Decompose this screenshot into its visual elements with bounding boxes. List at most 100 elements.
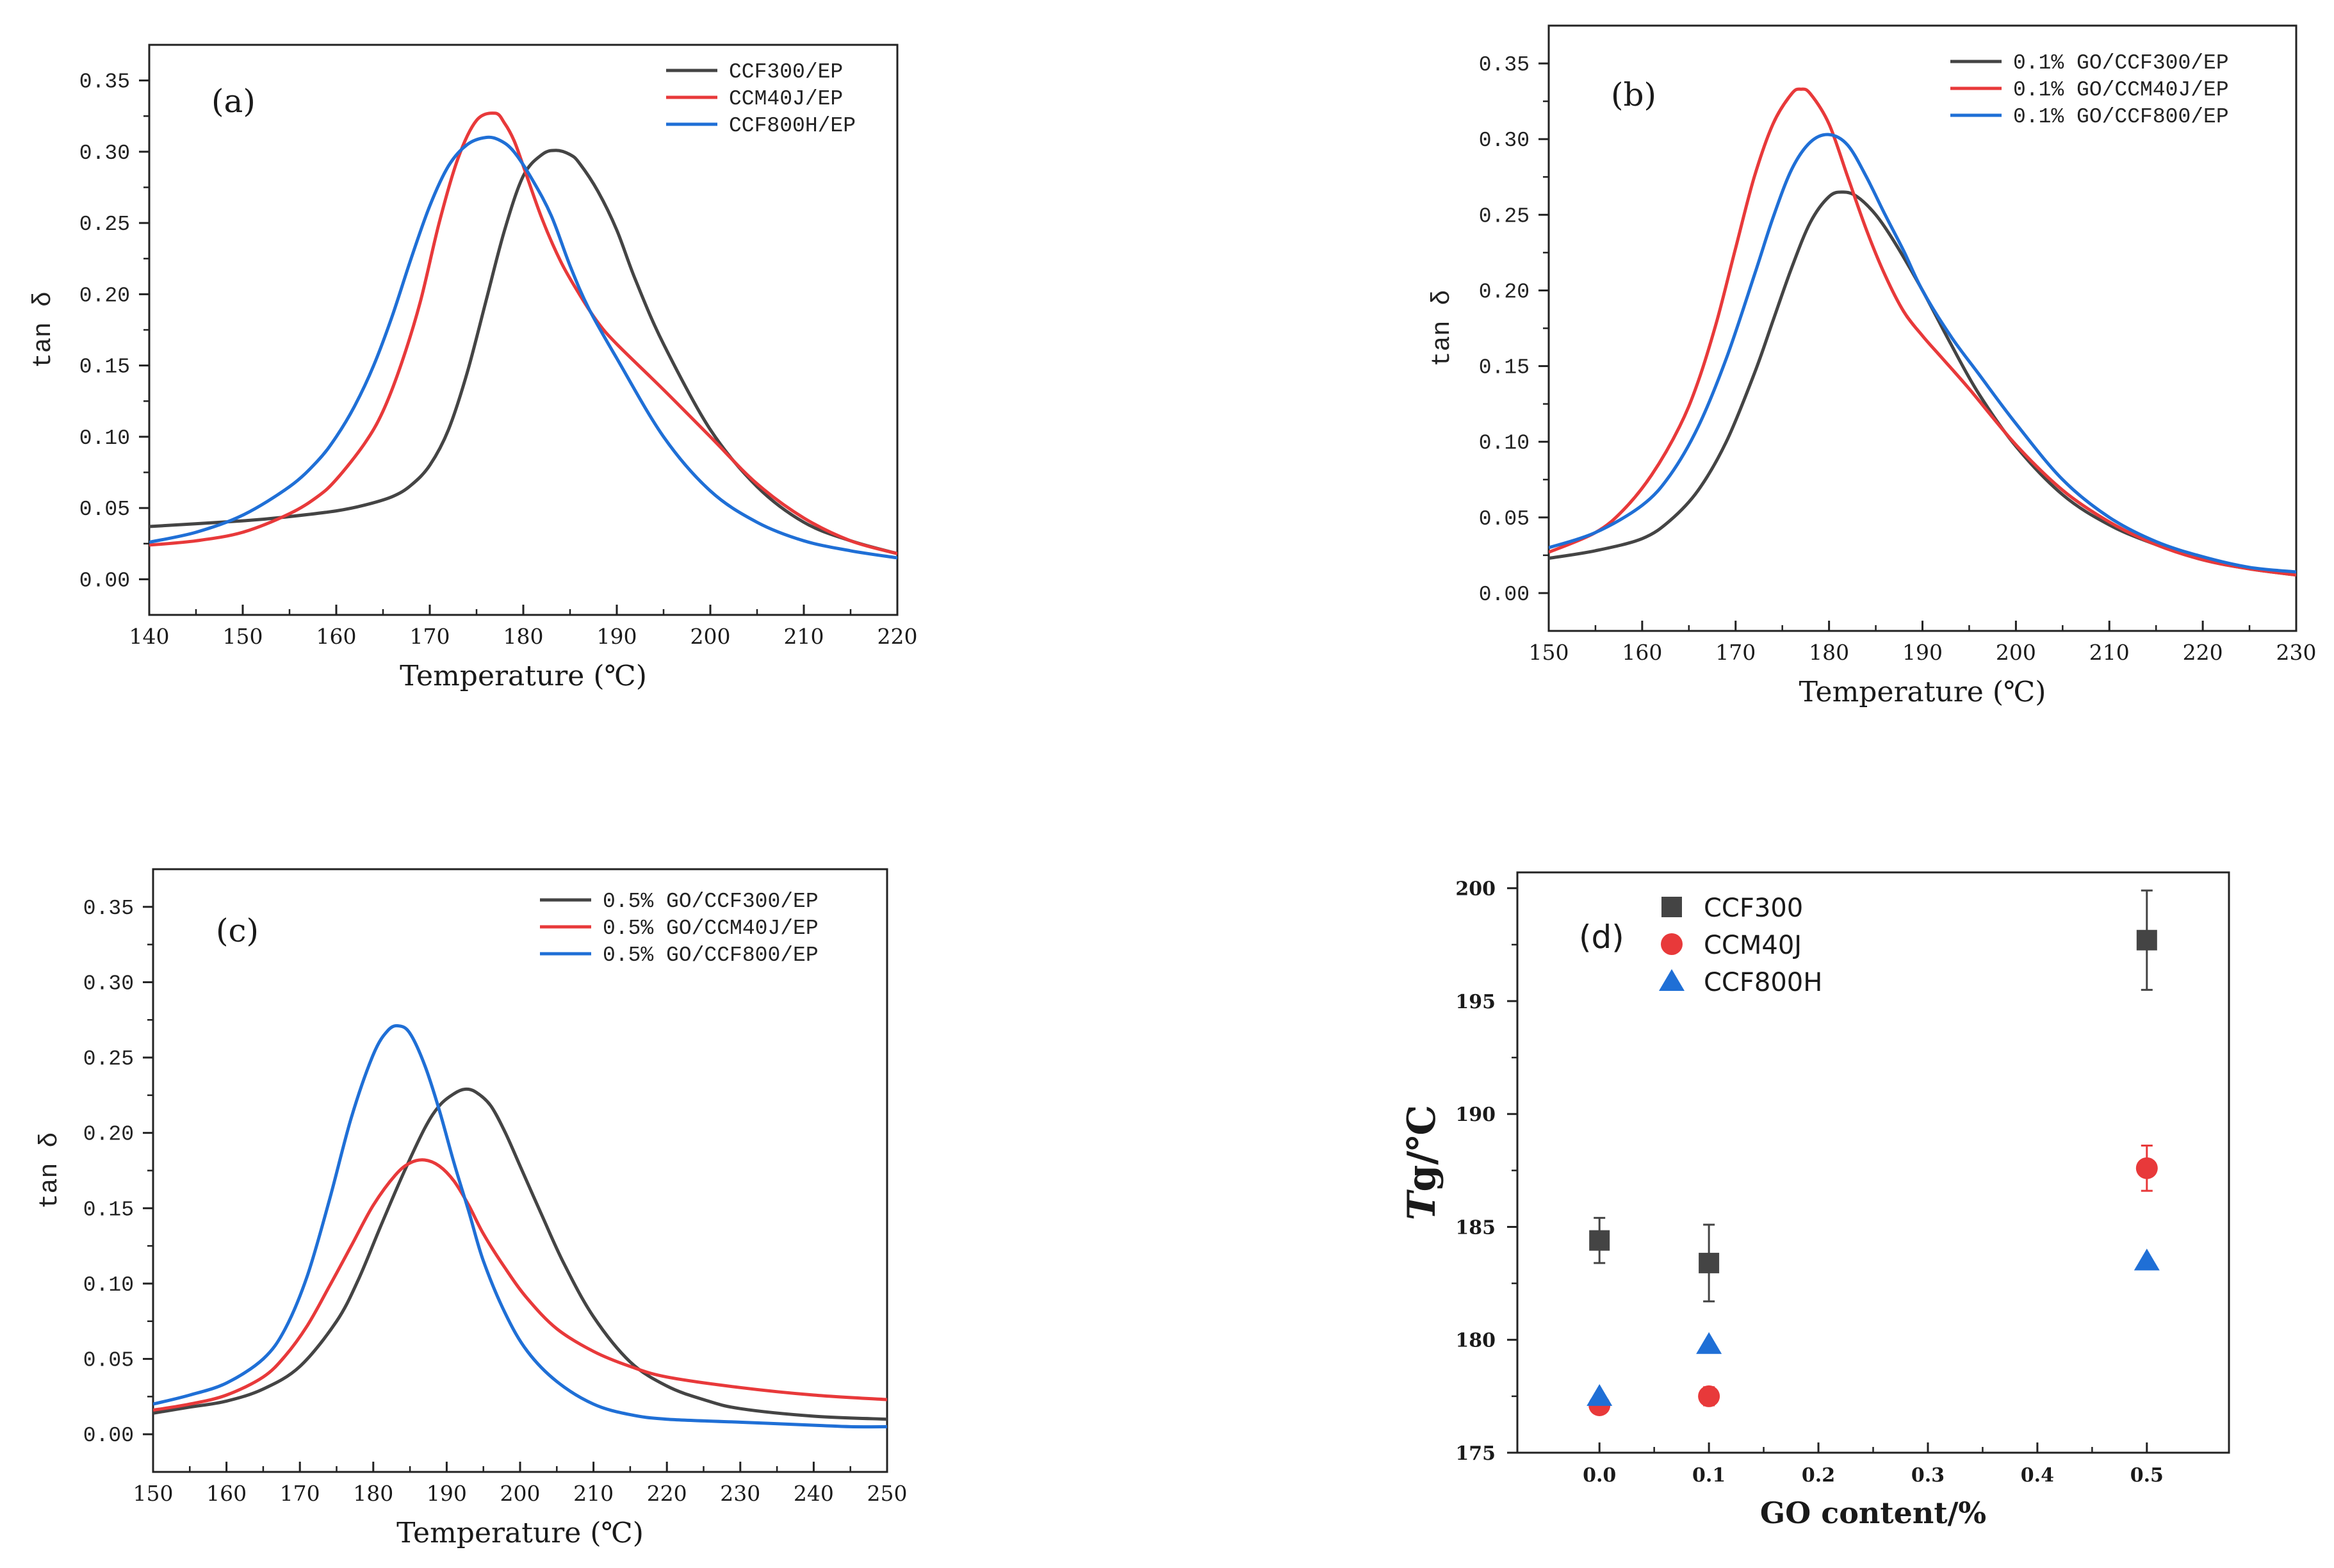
y-tick-label: 195	[1455, 991, 1496, 1013]
y-tick-label: 185	[1455, 1216, 1496, 1239]
x-tick-label: 210	[784, 624, 824, 649]
x-axis-label: Temperature (℃)	[400, 660, 647, 692]
y-tick-label: 0.10	[83, 1273, 134, 1297]
y-tick-label: 0.35	[1479, 53, 1530, 77]
y-tick-label: 0.35	[83, 897, 134, 920]
series-line-2	[149, 111, 897, 555]
legend-label: CCM40J/EP	[729, 87, 843, 111]
x-tick-label: 170	[280, 1481, 320, 1506]
legend-label: 0.5% GO/CCF300/EP	[603, 890, 819, 913]
x-tick-label: 180	[353, 1481, 393, 1506]
x-tick-label: 0.5	[2130, 1464, 2164, 1487]
x-axis-label: GO content/%	[1760, 1496, 1986, 1530]
x-tick-label: 210	[573, 1481, 614, 1506]
y-tick-label: 0.10	[79, 427, 130, 450]
x-tick-label: 190	[427, 1481, 467, 1506]
panel-d: 0.0 0.1 0.2 0.3 0.4 0.5 175 180 185 190 195 200 GO c…	[1400, 871, 2230, 1530]
y-axis-label: tan δ	[29, 291, 58, 368]
x-tick-label: 210	[2089, 640, 2130, 665]
legend-label: CCF800H	[1704, 968, 1822, 997]
legend-label: 0.1% GO/CCF300/EP	[2013, 51, 2229, 75]
x-tick-label: 170	[410, 624, 450, 649]
y-tick-label: 200	[1455, 878, 1496, 901]
x-tick-label: 200	[1996, 640, 2036, 665]
x-tick-label: 220	[877, 624, 918, 649]
panel-b: 150 160 170 180 190 200 210 220 230 0.00 0.05 0.10 0…	[1428, 24, 2317, 708]
y-axis-label-italic: T	[1400, 1189, 1444, 1220]
series-line-1	[153, 1087, 887, 1421]
y-tick-label: 0.30	[83, 972, 134, 995]
x-tick-label: 240	[794, 1481, 834, 1506]
series-line-3	[153, 1024, 887, 1429]
legend-marker	[1659, 969, 1685, 991]
y-tick-label: 0.10	[1479, 432, 1530, 455]
legend: CCF300 CCM40J CCF800H	[1659, 894, 1822, 997]
x-tick-label: 0.1	[1692, 1464, 1726, 1487]
y-axis-label-rest: g/℃	[1400, 1105, 1444, 1192]
y-tick-label: 0.20	[79, 284, 130, 307]
legend: 0.1% GO/CCF300/EP 0.1% GO/CCM40J/EP 0.1% G…	[1950, 51, 2229, 129]
x-tick-label: 220	[647, 1481, 687, 1506]
data-point-ccf300	[1589, 1230, 1610, 1251]
x-tick-label: 160	[1622, 640, 1662, 665]
series-line-3	[1549, 133, 2296, 574]
panel-label: (d)	[1579, 919, 1624, 956]
y-tick-label: 0.35	[79, 70, 130, 94]
y-tick-label: 0.30	[79, 142, 130, 165]
legend-label: CCF300	[1704, 894, 1803, 923]
x-tick-label: 140	[129, 624, 170, 649]
legend: 0.5% GO/CCF300/EP 0.5% GO/CCM40J/EP 0.5% G…	[540, 890, 819, 967]
legend-marker	[1661, 933, 1683, 955]
x-tick-label: 150	[133, 1481, 174, 1506]
data-point-ccf800h	[2134, 1248, 2160, 1271]
data-point-ccf300	[2136, 929, 2157, 951]
x-tick-label: 160	[316, 624, 357, 649]
y-tick-label: 0.15	[83, 1198, 134, 1221]
series-line-2	[153, 1158, 887, 1412]
y-tick-label: 0.20	[1479, 280, 1530, 304]
x-tick-label: 170	[1715, 640, 1756, 665]
y-tick-label: 175	[1455, 1442, 1496, 1465]
data-point-ccf800h	[1696, 1332, 1722, 1354]
x-tick-label: 230	[720, 1481, 760, 1506]
y-axis-label: Tg/℃	[1400, 1105, 1444, 1220]
y-tick-label: 0.05	[83, 1349, 134, 1373]
y-tick-label: 0.05	[1479, 507, 1530, 531]
legend-label: CCF300/EP	[729, 60, 843, 84]
series-line-1	[1549, 190, 2296, 577]
data-point-ccm40j	[1698, 1385, 1720, 1407]
x-tick-label: 200	[500, 1481, 541, 1506]
data-point-ccf300	[1699, 1252, 1720, 1273]
x-tick-label: 220	[2183, 640, 2223, 665]
data-point-ccf800h	[1587, 1384, 1613, 1406]
legend: CCF300/EP CCM40J/EP CCF800H/EP	[666, 60, 856, 138]
y-tick-label: 0.30	[1479, 129, 1530, 152]
series-line-2	[1549, 87, 2296, 577]
x-tick-label: 200	[690, 624, 731, 649]
legend-label: CCF800H/EP	[729, 114, 856, 138]
x-tick-label: 0.4	[2021, 1464, 2054, 1487]
y-tick-label: 0.20	[83, 1123, 134, 1147]
x-tick-label: 150	[223, 624, 263, 649]
y-tick-label: 0.00	[83, 1424, 134, 1448]
legend-label: 0.5% GO/CCM40J/EP	[603, 917, 819, 940]
y-tick-label: 180	[1455, 1330, 1496, 1352]
x-tick-label: 190	[597, 624, 637, 649]
plot-frame	[1516, 871, 2230, 1454]
x-tick-label: 250	[867, 1481, 908, 1506]
x-tick-label: 180	[503, 624, 544, 649]
legend-label: CCM40J	[1704, 931, 1802, 960]
y-tick-label: 0.15	[79, 355, 130, 379]
y-axis-label: tan δ	[36, 1132, 65, 1209]
panel-label: (b)	[1611, 76, 1656, 113]
x-tick-label: 0.2	[1802, 1464, 1835, 1487]
y-tick-label: 0.00	[1479, 583, 1530, 607]
legend-label: 0.5% GO/CCF800/EP	[603, 943, 819, 967]
x-tick-label: 150	[1529, 640, 1569, 665]
series-line-1	[149, 149, 897, 555]
x-tick-label: 160	[206, 1481, 247, 1506]
y-tick-label: 0.15	[1479, 356, 1530, 380]
panel-c: 150 160 170 180 190 200 210 220 230 240 250 0.00 0.0…	[36, 868, 908, 1549]
legend-marker	[1661, 897, 1682, 917]
